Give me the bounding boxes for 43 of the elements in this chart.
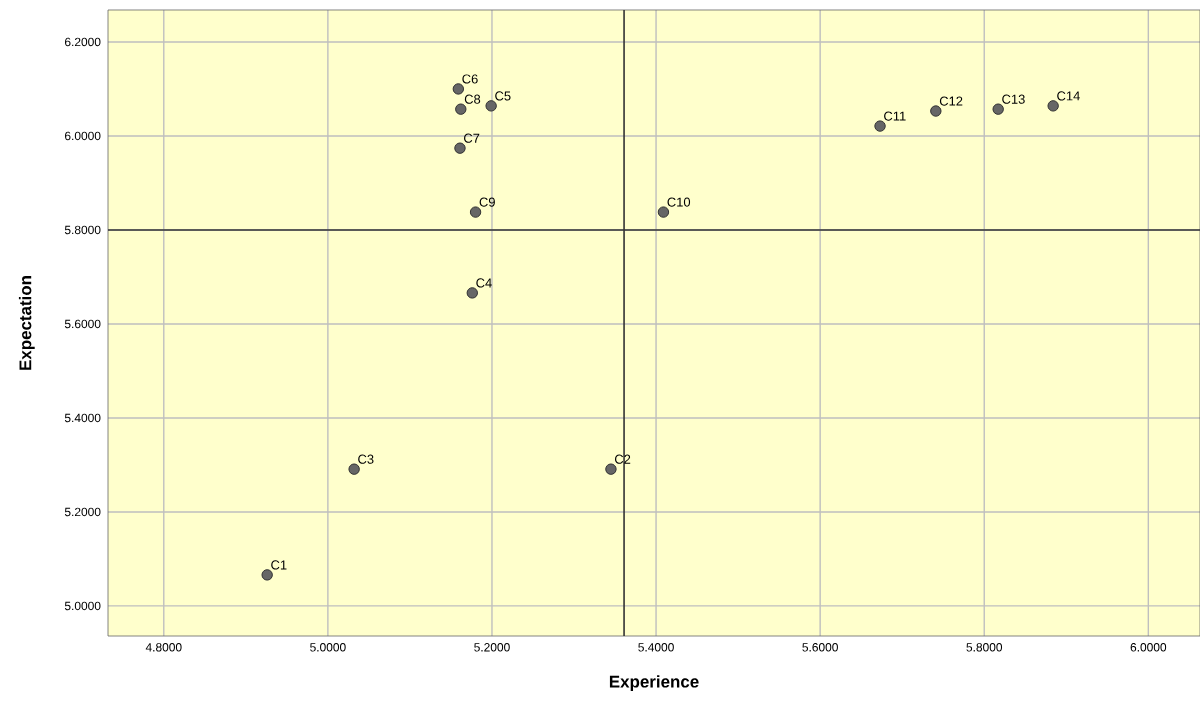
x-tick-label: 5.0000 (310, 643, 346, 652)
point (261, 569, 273, 581)
annotation: C3 (358, 454, 374, 464)
point (452, 83, 465, 95)
x-tick-label: 5.4000 (638, 643, 674, 652)
x-tick-label: 5.2000 (474, 643, 510, 652)
x-tick-label: 4.8000 (145, 643, 182, 652)
x-tick-label: 5.6000 (802, 643, 838, 652)
x-tick-label: 6.0000 (1130, 643, 1167, 652)
annotation: C1 (271, 560, 287, 570)
point (348, 463, 360, 475)
y-tick-label: 5.8000 (64, 225, 101, 235)
annotation: C14 (1057, 91, 1080, 101)
point (1047, 100, 1059, 112)
x-tick-label: 5.8000 (966, 643, 1003, 652)
y-axis-title: Expectation (18, 276, 35, 370)
point (930, 105, 942, 117)
y-tick-label: 5.0000 (64, 601, 101, 611)
annotation: C6 (462, 74, 478, 84)
point (454, 142, 466, 154)
y-tick-label: 6.2000 (64, 37, 101, 47)
point (657, 206, 670, 218)
annotation: C8 (464, 94, 481, 104)
y-tick-label: 5.2000 (64, 507, 101, 517)
annotation: C10 (667, 197, 691, 207)
annotation: C11 (884, 111, 906, 121)
annotation: C5 (495, 91, 511, 101)
annotation: C12 (939, 96, 963, 106)
y-tick-label: 5.6000 (64, 319, 101, 329)
point (485, 100, 497, 112)
point (455, 103, 467, 115)
point (992, 103, 1004, 115)
annotation: C9 (479, 197, 495, 207)
y-tick-label: 5.4000 (64, 413, 101, 423)
annotation: C7 (464, 133, 480, 143)
point (605, 463, 617, 475)
y-tick-label: 6.0000 (64, 131, 101, 141)
annotation: C13 (1002, 94, 1025, 104)
x-axis-title: Experience (609, 675, 699, 691)
point (469, 206, 482, 218)
annotation: C4 (476, 278, 492, 288)
point (466, 287, 478, 299)
point (874, 120, 886, 132)
